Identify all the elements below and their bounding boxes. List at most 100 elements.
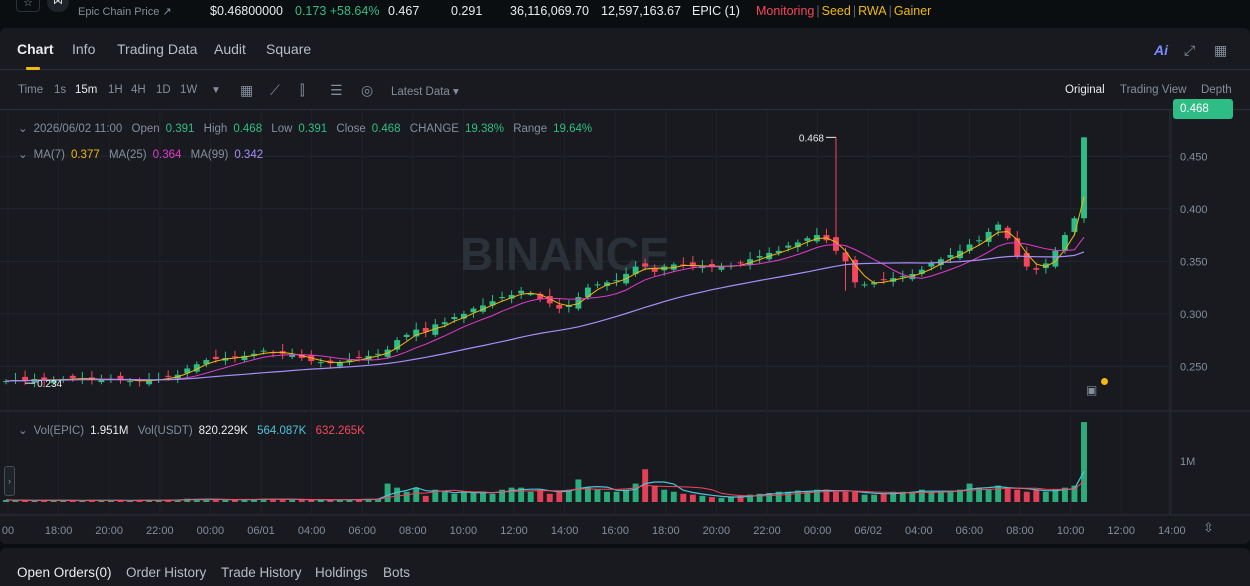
volume-ma2-line [5,480,1085,501]
volume-bar [98,500,105,502]
volume-bar [565,489,572,502]
latest-data-dropdown[interactable]: Latest Data ▾ [391,86,459,98]
ma7-line [5,196,1085,382]
view-trading-view[interactable]: Trading View [1120,84,1187,96]
candle-body [346,360,353,363]
favorite-star-icon[interactable]: ☆ [16,0,40,12]
candle-body [613,280,620,282]
candle-body [241,355,248,361]
vol-ma2-value: 632.265K [315,425,365,437]
candle-body [718,266,725,270]
ma-legend: ⌄ MA(7) 0.377 MA(25) 0.364 MA(99) 0.342 [18,147,269,161]
volume-bar [241,499,248,502]
volume-bar [460,491,467,502]
tab-holdings[interactable]: Holdings [315,565,368,580]
interval-1s[interactable]: 1s [54,84,67,96]
tab-audit[interactable]: Audit [214,41,246,57]
scroll-left-handle[interactable]: › [4,466,15,496]
expand-icon[interactable]: ⤢ [1184,42,1196,58]
grid-layout-icon[interactable]: ▦ [1214,42,1228,58]
candle-body [804,238,811,241]
view-original[interactable]: Original [1065,84,1105,96]
tag-seed[interactable]: Seed [821,4,851,18]
tab-chart[interactable]: Chart [17,41,54,57]
price-axis: 0.450 0.400 0.350 0.300 0.250 [1180,151,1208,373]
share-icon[interactable]: ⋈ [47,0,69,12]
time-label[interactable]: Time [18,84,44,96]
candle-body [1052,250,1059,267]
time-tick-label: 18:00 [652,525,680,537]
view-depth[interactable]: Depth [1201,84,1232,96]
volume-bar [661,489,668,502]
indicator-icon[interactable]: ⟋ [270,82,280,98]
target-icon[interactable]: ◎ [361,82,374,98]
candle-body [880,279,887,281]
candle-body [1042,263,1049,269]
volume-bar [518,487,525,502]
notes-icon[interactable]: ▣ [1086,383,1098,397]
interval-4h[interactable]: 4H [131,84,146,96]
interval-15m[interactable]: 15m [75,84,98,96]
candle-body [527,293,534,295]
volume-bar [279,499,286,502]
interval-dropdown-icon[interactable]: ▼ [211,85,221,96]
volume-bar [289,499,296,502]
candle-body [394,340,401,350]
chart-grid [0,110,1250,516]
active-tab-indicator [26,67,40,70]
fit-axis-icon[interactable]: ⇳ [1203,520,1214,535]
tag-gainer[interactable]: Gainer [893,4,932,18]
volume-bar [623,489,630,502]
settings-list-icon[interactable]: ☰ [330,82,343,98]
ticker-pair[interactable]: EPIC (1) [692,4,740,18]
tab-bots[interactable]: Bots [383,565,411,580]
collapse-icon[interactable]: ⌄ [18,123,28,135]
volume-bar [804,491,811,502]
volume-bar [346,499,353,502]
ai-icon[interactable]: Ai [1154,42,1168,58]
collapse-icon[interactable]: ⌄ [18,149,28,161]
tag-rwa[interactable]: RWA [858,4,887,18]
candle-body [460,313,467,319]
price-tick-label: 0.450 [1180,151,1208,163]
tab-info[interactable]: Info [72,41,96,57]
candle-body [518,290,525,294]
extreme-markers: 0.468 0.234 [25,133,836,390]
tag-monitoring[interactable]: Monitoring [756,4,815,18]
volume-bar [69,500,76,502]
calendar-icon[interactable]: ▦ [240,82,254,98]
candle-body [127,381,133,383]
price-tick-label: 0.300 [1180,309,1208,321]
ma25-value: 0.364 [152,149,182,161]
token-name-link[interactable]: Epic Chain Price ↗ [78,6,172,18]
tab-order-history[interactable]: Order History [126,565,207,580]
interval-1d[interactable]: 1D [156,84,171,96]
candle-body [212,356,219,360]
volume-bar [747,494,754,502]
candle-body [708,263,715,267]
candle-body [689,262,696,267]
tab-open-orders[interactable]: Open Orders(0) [17,565,112,580]
volume-bar [451,493,458,502]
notification-dot [1101,378,1108,385]
time-tick-label: 06:00 [348,525,376,537]
candle-body [642,263,649,267]
time-tick-label: 20:00 [703,525,731,537]
tab-trade-history[interactable]: Trade History [221,565,302,580]
time-tick-label: 14:00 [1158,525,1186,537]
candle-body [928,263,935,267]
candle-body [470,308,477,313]
candle-type-icon[interactable]: ⫿ [300,82,305,98]
collapse-icon[interactable]: ⌄ [18,425,28,437]
volume-bar [203,499,210,502]
interval-1w[interactable]: 1W [180,84,198,96]
volume-bar [146,500,153,502]
tab-square[interactable]: Square [266,41,312,57]
volume-bar [852,491,859,502]
tab-trading-data[interactable]: Trading Data [117,41,198,57]
interval-1h[interactable]: 1H [108,84,123,96]
volume-bar [327,499,334,502]
volume-bar [899,491,906,502]
candle-body [1071,218,1078,232]
